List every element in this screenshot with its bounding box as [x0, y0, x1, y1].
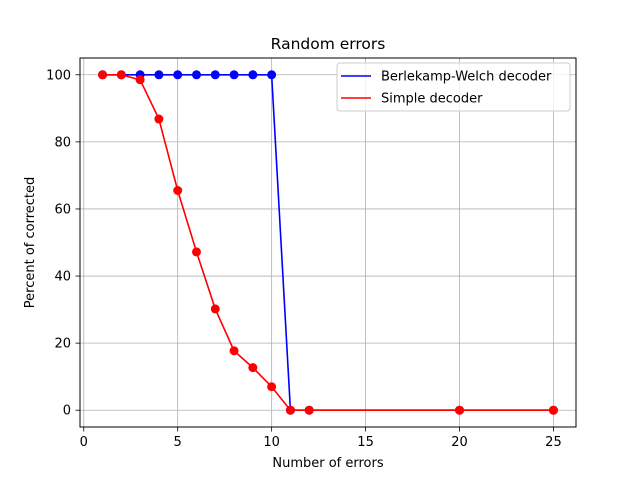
y-tick-label: 20: [54, 337, 71, 352]
data-point: [455, 405, 465, 415]
y-tick-label: 60: [54, 202, 71, 217]
plot-area-frame: [79, 57, 577, 428]
x-tick-label: 10: [263, 435, 280, 450]
data-point: [285, 405, 295, 415]
x-tick-label: 5: [174, 435, 182, 450]
x-tick-label: 0: [80, 435, 88, 450]
data-point: [304, 405, 314, 415]
legend-label: Simple decoder: [381, 92, 483, 107]
data-point: [116, 70, 126, 80]
data-point: [191, 70, 201, 80]
data-point: [154, 70, 164, 80]
data-point: [98, 70, 108, 80]
data-point: [267, 70, 277, 80]
ticks: 0 5 10 15 20 25 0 20 40 60 80 100: [46, 68, 562, 450]
y-axis-title: Percent of corrected: [23, 177, 38, 308]
y-tick-label: 80: [54, 135, 71, 150]
data-point: [173, 70, 183, 80]
y-tick-label: 100: [46, 68, 71, 83]
y-tick-label: 40: [54, 270, 71, 285]
legend-box: [336, 62, 571, 112]
series-2: [98, 70, 558, 415]
data-point: [210, 70, 220, 80]
data-point: [229, 346, 239, 356]
data-point: [191, 247, 201, 257]
data-point: [210, 304, 220, 314]
data-point: [548, 405, 558, 415]
legend-label: Berlekamp-Welch decoder: [381, 70, 552, 85]
grid: [80, 58, 576, 427]
chart-title: Random errors: [271, 35, 386, 53]
data-point: [267, 382, 277, 392]
data-point: [173, 186, 183, 196]
x-tick-label: 25: [545, 435, 562, 450]
data-point: [229, 70, 239, 80]
data-point: [135, 75, 145, 85]
x-tick-label: 15: [357, 435, 374, 450]
data-point: [154, 114, 164, 124]
x-axis-title: Number of errors: [272, 456, 383, 471]
x-tick-label: 20: [451, 435, 468, 450]
series-layer: [98, 70, 558, 415]
legend: Berlekamp-Welch decoder Simple decoder: [336, 62, 571, 112]
y-tick-label: 0: [63, 404, 71, 419]
data-point: [248, 363, 258, 373]
data-point: [248, 70, 258, 80]
